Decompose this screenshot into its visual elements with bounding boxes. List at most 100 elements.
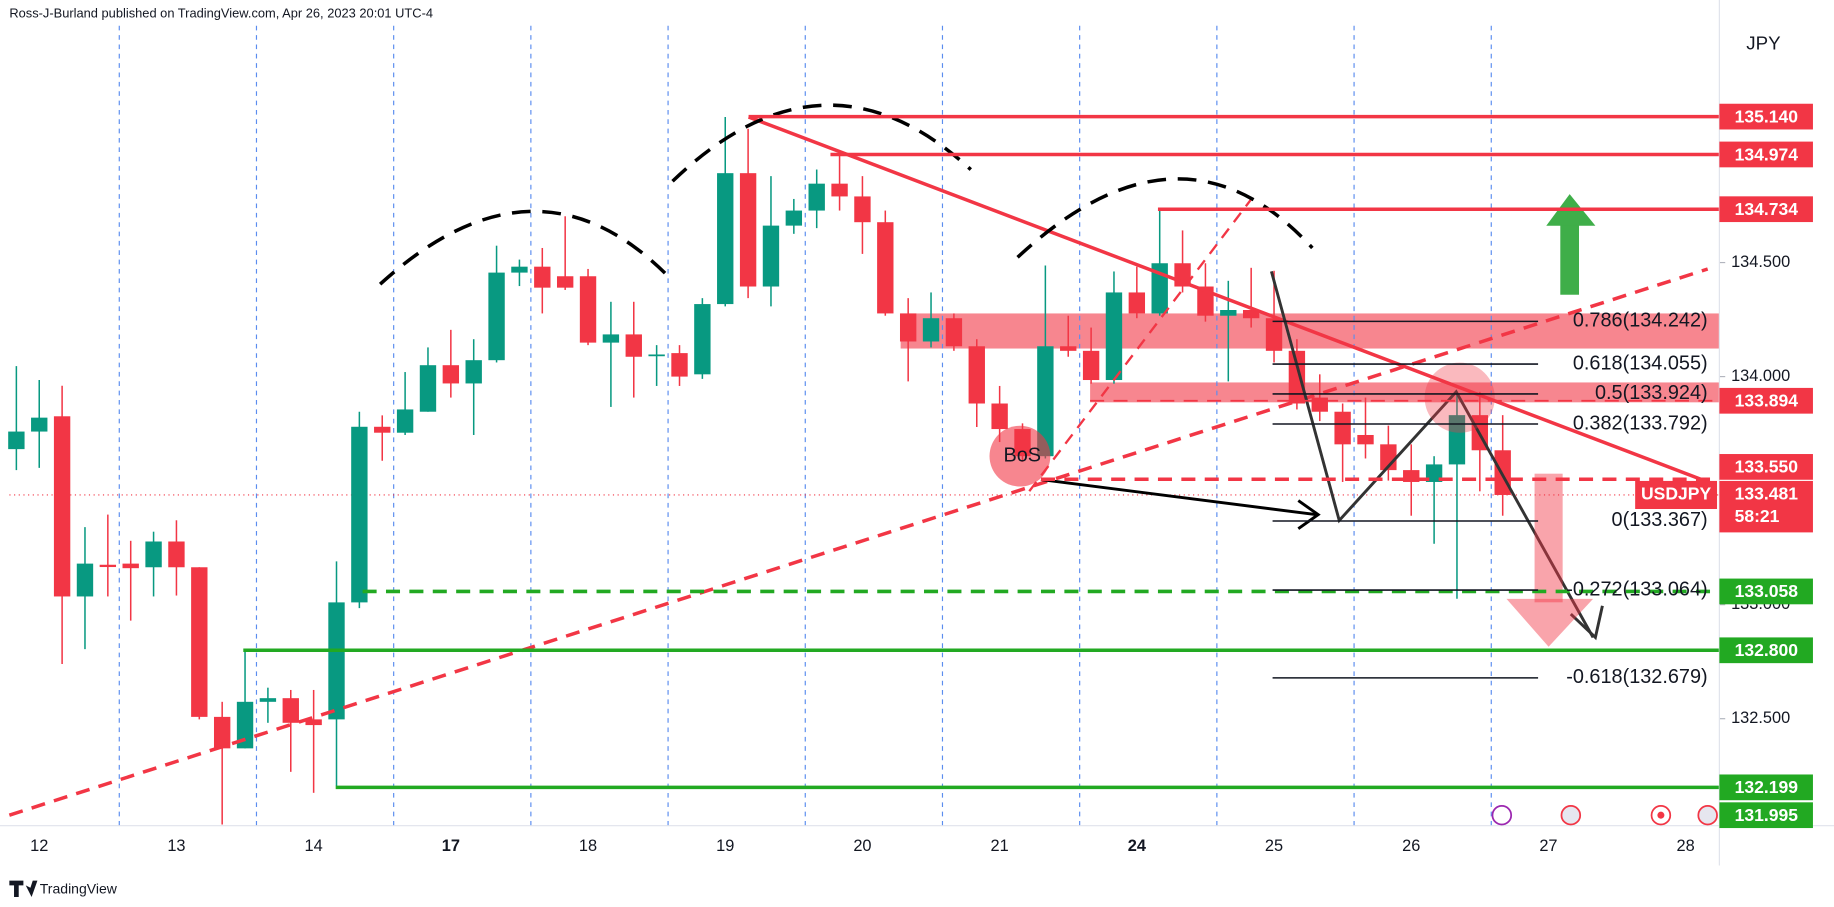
trend-line bbox=[1028, 198, 1253, 492]
price-level-box bbox=[1719, 637, 1813, 664]
bos-circle bbox=[989, 425, 1051, 487]
last-price-label: 133.481 bbox=[1735, 484, 1799, 504]
x-tick-label: 26 bbox=[1402, 837, 1420, 855]
candle-body bbox=[122, 563, 139, 569]
y-tick-label: 132.500 bbox=[1731, 709, 1790, 727]
candle-body bbox=[1082, 350, 1100, 381]
x-tick-label: 28 bbox=[1677, 837, 1695, 855]
candle-body bbox=[419, 365, 437, 412]
highlight-circle bbox=[1424, 362, 1495, 433]
footer-brand: TradingView bbox=[40, 881, 118, 897]
x-tick-label: 18 bbox=[579, 837, 597, 855]
bos-label: BoS bbox=[1003, 444, 1041, 466]
price-level-label: 132.800 bbox=[1735, 640, 1799, 660]
x-tick-label: 25 bbox=[1265, 837, 1283, 855]
price-level-label: 132.199 bbox=[1735, 777, 1799, 797]
fib-label: -0.272(133.064) bbox=[1566, 578, 1707, 600]
candle-body bbox=[1334, 411, 1351, 445]
candle-body bbox=[808, 183, 825, 211]
grid bbox=[9, 25, 1726, 826]
x-tick-label: 24 bbox=[1128, 837, 1147, 855]
fib-label: 0.382(133.792) bbox=[1573, 412, 1708, 434]
candle-body bbox=[968, 346, 985, 404]
shoulder-arc bbox=[378, 209, 674, 286]
trend-line bbox=[8, 267, 1709, 817]
symbol-box bbox=[1635, 480, 1718, 510]
price-level-box bbox=[1719, 774, 1813, 801]
candle-body bbox=[99, 564, 117, 568]
candle-body bbox=[579, 276, 597, 343]
arrow-head bbox=[1297, 499, 1321, 530]
candle-body bbox=[1220, 310, 1237, 316]
price-level-box bbox=[1719, 141, 1813, 168]
candle-body bbox=[145, 541, 162, 568]
candle-body bbox=[1288, 350, 1306, 404]
fib-label: 0.5(133.924) bbox=[1595, 382, 1708, 404]
candle-body bbox=[625, 334, 642, 357]
candle-body bbox=[259, 698, 277, 702]
price-level-label: 133.894 bbox=[1735, 391, 1799, 411]
price-level-label: 131.995 bbox=[1735, 805, 1799, 825]
candle-body bbox=[922, 318, 940, 342]
candle-body bbox=[556, 276, 574, 288]
candle-body bbox=[831, 183, 848, 197]
candle-body bbox=[488, 272, 505, 361]
head-arc bbox=[671, 103, 972, 183]
projection-path bbox=[1269, 270, 1595, 639]
event-icon bbox=[1560, 804, 1582, 826]
x-tick-label: 17 bbox=[442, 837, 460, 855]
candle-body bbox=[1128, 292, 1146, 314]
price-level-box bbox=[1719, 578, 1813, 605]
candle-body bbox=[396, 409, 414, 433]
price-level-label: 134.734 bbox=[1735, 199, 1799, 219]
fib-label: 0.786(134.242) bbox=[1573, 310, 1708, 332]
supply-zone bbox=[1090, 382, 1720, 403]
drawings: BoS 0.786(134.242) 0.618(134.055) 0.5(133.… bbox=[8, 103, 1720, 817]
event-icon bbox=[1491, 804, 1513, 826]
fib-label: 0.618(134.055) bbox=[1573, 352, 1708, 374]
countdown: 58:21 bbox=[1735, 506, 1780, 526]
fib-label: -0.618(132.679) bbox=[1566, 666, 1707, 688]
currency: JPY bbox=[1746, 32, 1781, 53]
fib-label: 0(133.367) bbox=[1612, 509, 1708, 531]
candle-body bbox=[236, 701, 254, 749]
candle-body bbox=[671, 353, 688, 377]
candle-body bbox=[534, 266, 551, 288]
price-level-box bbox=[1719, 454, 1813, 480]
trend-line bbox=[747, 115, 1709, 484]
price-level-box bbox=[1719, 802, 1813, 829]
y-tick-label: 134.500 bbox=[1731, 253, 1790, 271]
x-tick-label: 19 bbox=[716, 837, 734, 855]
up-arrow bbox=[1560, 222, 1580, 295]
y-tick-label: 134.000 bbox=[1731, 367, 1790, 385]
candle-body bbox=[1403, 470, 1420, 482]
candle-body bbox=[213, 716, 231, 749]
last-price-box bbox=[1719, 480, 1813, 533]
candle-body bbox=[648, 354, 665, 357]
candle-body bbox=[602, 334, 620, 343]
candle-body bbox=[374, 426, 391, 433]
candle-body bbox=[8, 431, 25, 450]
event-icon bbox=[1650, 804, 1672, 826]
candle-body bbox=[785, 210, 803, 226]
candle-body bbox=[511, 266, 528, 273]
candle-body bbox=[1448, 415, 1466, 465]
candle-body bbox=[1105, 292, 1123, 381]
symbol-label: USDJPY bbox=[1641, 484, 1711, 504]
x-tick-label: 20 bbox=[853, 837, 871, 855]
price-level-label: 134.974 bbox=[1735, 144, 1799, 164]
candle-body bbox=[739, 173, 757, 287]
event-icons bbox=[1491, 804, 1718, 826]
price-labels: 132.500133.000134.000134.500121314171819… bbox=[30, 103, 1813, 855]
candle-body bbox=[877, 222, 894, 314]
candle-body bbox=[305, 719, 322, 726]
publish-header: Ross-J-Burland published on TradingView.… bbox=[9, 5, 433, 20]
candle-body bbox=[76, 563, 94, 597]
x-tick-label: 21 bbox=[991, 837, 1009, 855]
candle-body bbox=[1037, 346, 1054, 457]
price-level-label: 133.550 bbox=[1735, 457, 1799, 477]
candle-body bbox=[694, 304, 711, 375]
